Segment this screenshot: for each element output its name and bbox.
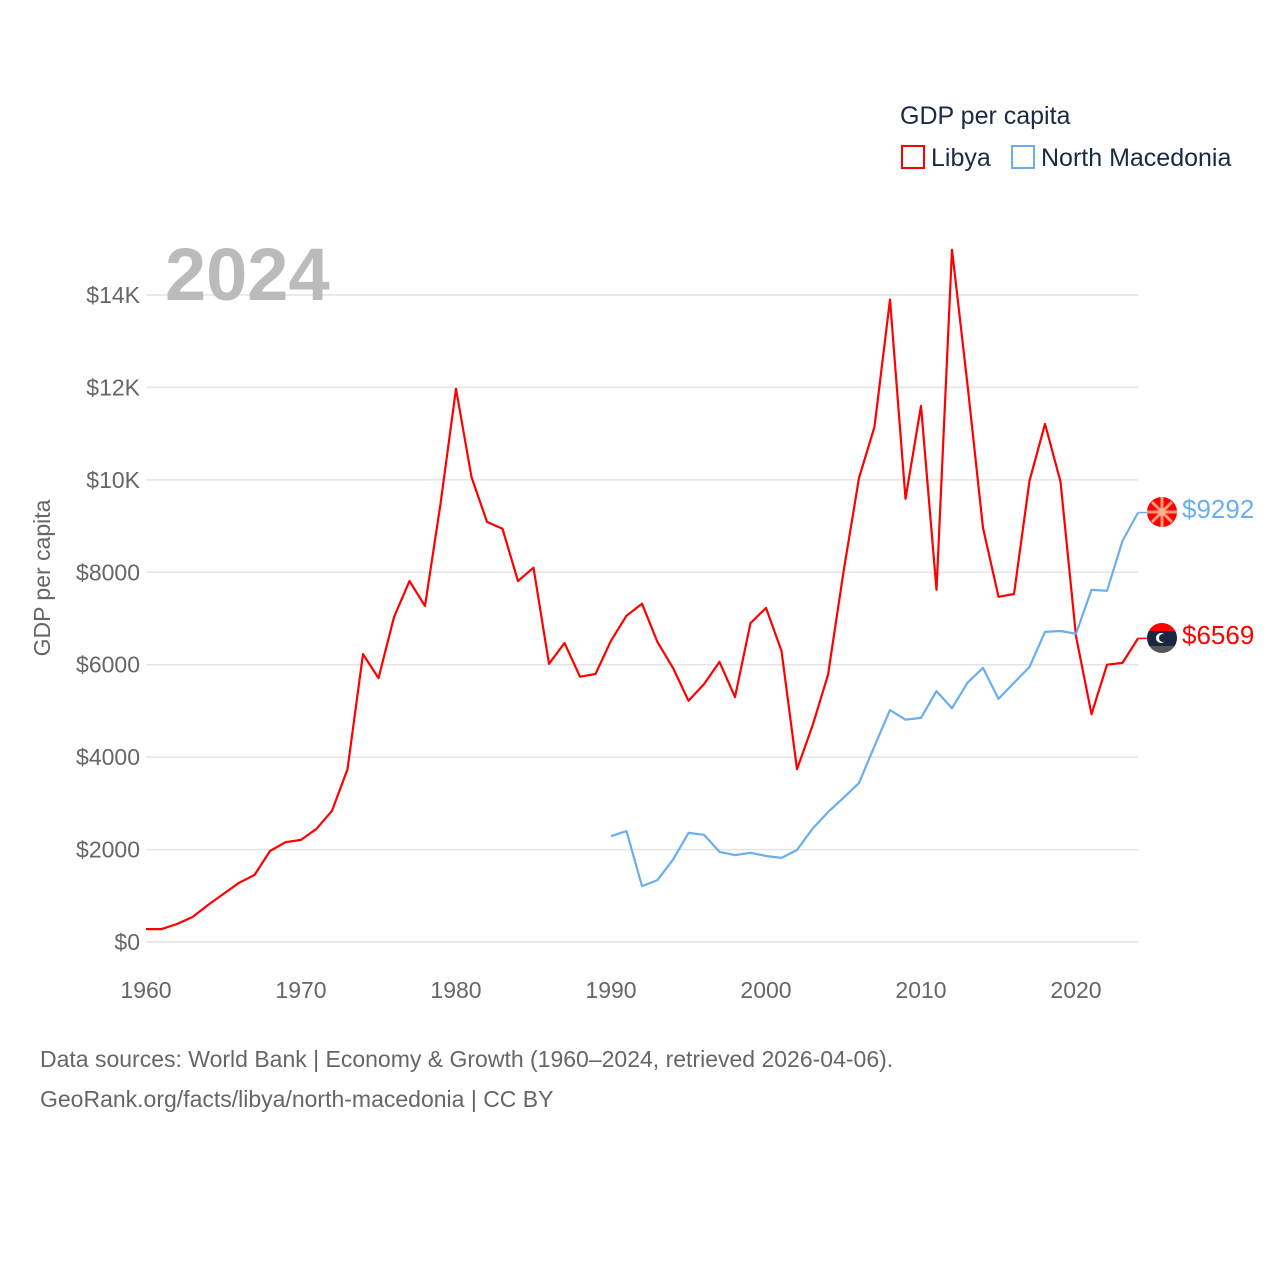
y-tick-label: $12K [86, 374, 140, 400]
y-tick-label: $0 [114, 929, 140, 955]
y-axis-label: GDP per capita [29, 499, 55, 656]
legend-label-north-macedonia[interactable]: North Macedonia [1041, 144, 1231, 172]
y-tick-label: $10K [86, 467, 140, 493]
x-tick-label: 1970 [275, 977, 326, 1003]
source-line: Data sources: World Bank | Economy & Gro… [40, 1046, 894, 1072]
y-tick-label: $2000 [76, 837, 140, 863]
y-tick-label: $6000 [76, 652, 140, 678]
x-tick-label: 2010 [895, 977, 946, 1003]
flag-north-macedonia-icon [1147, 497, 1177, 527]
year-label: 2024 [165, 233, 330, 316]
y-tick-label: $8000 [76, 559, 140, 585]
end-label-libya: $6569 [1182, 620, 1254, 650]
end-label-north-macedonia: $9292 [1182, 494, 1254, 524]
y-tick-label: $4000 [76, 744, 140, 770]
x-tick-label: 2020 [1050, 977, 1101, 1003]
x-tick-label: 2000 [740, 977, 791, 1003]
flag-libya-icon [1147, 623, 1177, 653]
source-url[interactable]: GeoRank.org/facts/libya/north-macedonia … [40, 1086, 554, 1112]
series-line-north-macedonia[interactable] [610, 512, 1139, 888]
legend-swatch-libya[interactable] [901, 145, 925, 169]
legend-swatch-north-macedonia[interactable] [1011, 145, 1035, 169]
x-tick-label: 1990 [585, 977, 636, 1003]
legend-label-libya[interactable]: Libya [931, 144, 991, 172]
y-tick-label: $14K [86, 282, 140, 308]
x-tick-label: 1980 [430, 977, 481, 1003]
legend-title: GDP per capita [900, 102, 1071, 130]
x-tick-label: 1960 [120, 977, 171, 1003]
series-line-libya[interactable] [146, 248, 1139, 931]
